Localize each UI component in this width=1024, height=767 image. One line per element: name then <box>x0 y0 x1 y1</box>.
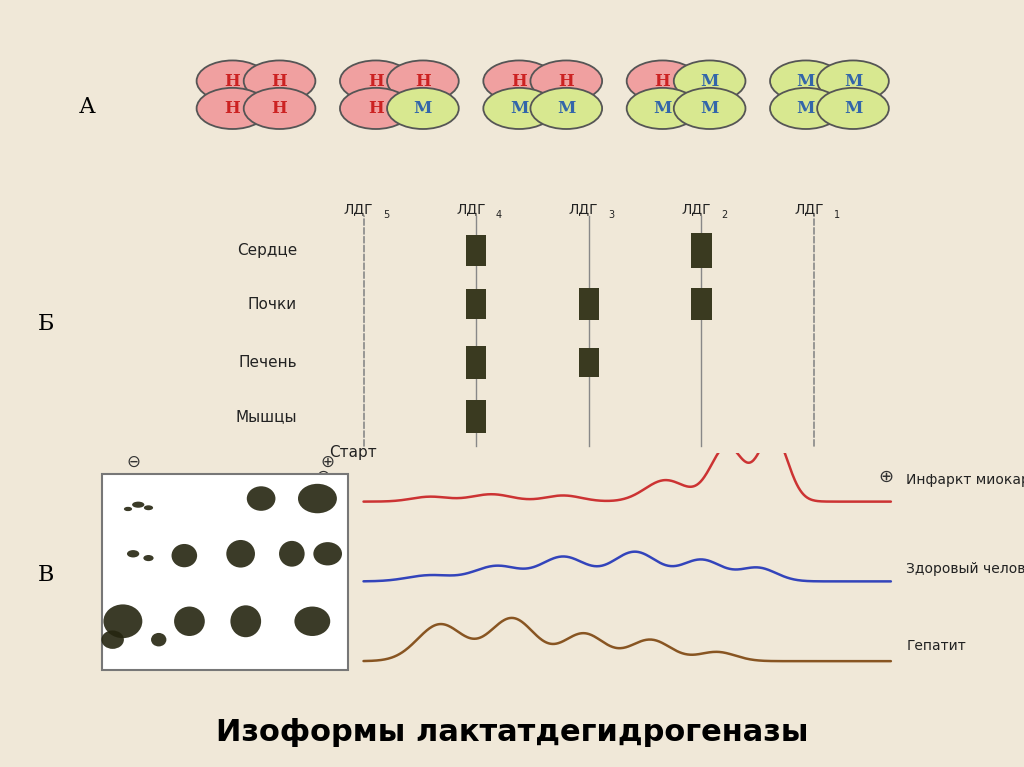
Text: Печень: Печень <box>239 355 297 370</box>
Ellipse shape <box>340 88 412 129</box>
Ellipse shape <box>387 88 459 129</box>
Bar <box>579 288 599 320</box>
Ellipse shape <box>483 88 555 129</box>
Text: ЛДГ: ЛДГ <box>682 202 711 216</box>
Text: ⊖: ⊖ <box>126 453 140 471</box>
Ellipse shape <box>152 633 167 647</box>
Text: Б: Б <box>38 312 54 334</box>
Text: Инфаркт миокарда: Инфаркт миокарда <box>906 473 1024 487</box>
Ellipse shape <box>387 61 459 101</box>
Text: Н: Н <box>271 100 288 117</box>
Text: А: А <box>79 97 95 118</box>
Text: 1: 1 <box>834 210 840 220</box>
Text: Сердце: Сердце <box>237 243 297 258</box>
Ellipse shape <box>174 607 205 636</box>
Ellipse shape <box>674 88 745 129</box>
Ellipse shape <box>127 550 139 558</box>
Text: ⊕: ⊕ <box>321 453 335 471</box>
Ellipse shape <box>627 88 698 129</box>
Text: Н: Н <box>271 73 288 90</box>
Text: М: М <box>700 100 719 117</box>
Ellipse shape <box>197 61 268 101</box>
Ellipse shape <box>770 61 842 101</box>
Ellipse shape <box>197 88 268 129</box>
Ellipse shape <box>817 88 889 129</box>
Bar <box>691 288 712 320</box>
Ellipse shape <box>244 88 315 129</box>
Ellipse shape <box>172 544 198 568</box>
Ellipse shape <box>674 61 745 101</box>
Text: ЛДГ: ЛДГ <box>795 202 823 216</box>
Text: М: М <box>844 100 862 117</box>
Bar <box>466 400 486 433</box>
Ellipse shape <box>530 88 602 129</box>
Text: Почки: Почки <box>248 297 297 311</box>
Text: Н: Н <box>368 100 384 117</box>
Ellipse shape <box>143 555 154 561</box>
Ellipse shape <box>226 540 255 568</box>
Text: Здоровый человек: Здоровый человек <box>906 562 1024 576</box>
Text: Н: Н <box>511 73 527 90</box>
Ellipse shape <box>298 484 337 513</box>
Text: М: М <box>844 73 862 90</box>
Text: М: М <box>700 73 719 90</box>
Ellipse shape <box>103 604 142 638</box>
Text: М: М <box>653 100 672 117</box>
Ellipse shape <box>483 61 555 101</box>
Ellipse shape <box>770 88 842 129</box>
Text: 4: 4 <box>496 210 502 220</box>
Text: Изоформы лактатдегидрогеназы: Изоформы лактатдегидрогеназы <box>216 718 808 747</box>
Text: Н: Н <box>368 73 384 90</box>
Text: ⊕: ⊕ <box>879 469 893 486</box>
Ellipse shape <box>340 61 412 101</box>
Text: ⊖: ⊖ <box>315 469 330 486</box>
Text: Н: Н <box>654 73 671 90</box>
Text: М: М <box>557 100 575 117</box>
Ellipse shape <box>143 505 154 510</box>
Text: 3: 3 <box>608 210 614 220</box>
Ellipse shape <box>124 507 132 511</box>
Text: Н: Н <box>415 73 431 90</box>
Ellipse shape <box>101 630 124 649</box>
Text: Гепатит: Гепатит <box>906 639 966 653</box>
Ellipse shape <box>230 605 261 637</box>
Text: М: М <box>414 100 432 117</box>
Ellipse shape <box>627 61 698 101</box>
Text: ЛДГ: ЛДГ <box>569 202 598 216</box>
Bar <box>466 289 486 319</box>
Ellipse shape <box>295 607 330 636</box>
Ellipse shape <box>313 542 342 565</box>
Ellipse shape <box>279 541 305 567</box>
Bar <box>466 347 486 379</box>
Text: М: М <box>797 100 815 117</box>
Text: ЛДГ: ЛДГ <box>344 202 373 216</box>
Bar <box>102 474 348 670</box>
Text: Старт: Старт <box>330 445 377 460</box>
Bar <box>466 235 486 266</box>
Text: ЛДГ: ЛДГ <box>457 202 485 216</box>
Ellipse shape <box>817 61 889 101</box>
Text: Н: Н <box>558 73 574 90</box>
Ellipse shape <box>244 61 315 101</box>
Text: Н: Н <box>224 100 241 117</box>
Text: М: М <box>797 73 815 90</box>
Ellipse shape <box>530 61 602 101</box>
Ellipse shape <box>132 502 144 508</box>
Text: М: М <box>510 100 528 117</box>
Ellipse shape <box>247 486 275 511</box>
Bar <box>579 348 599 377</box>
Text: Мышцы: Мышцы <box>236 409 297 424</box>
Bar <box>691 233 712 268</box>
Text: В: В <box>38 565 54 586</box>
Text: 2: 2 <box>721 210 727 220</box>
Text: 5: 5 <box>383 210 389 220</box>
Text: Н: Н <box>224 73 241 90</box>
